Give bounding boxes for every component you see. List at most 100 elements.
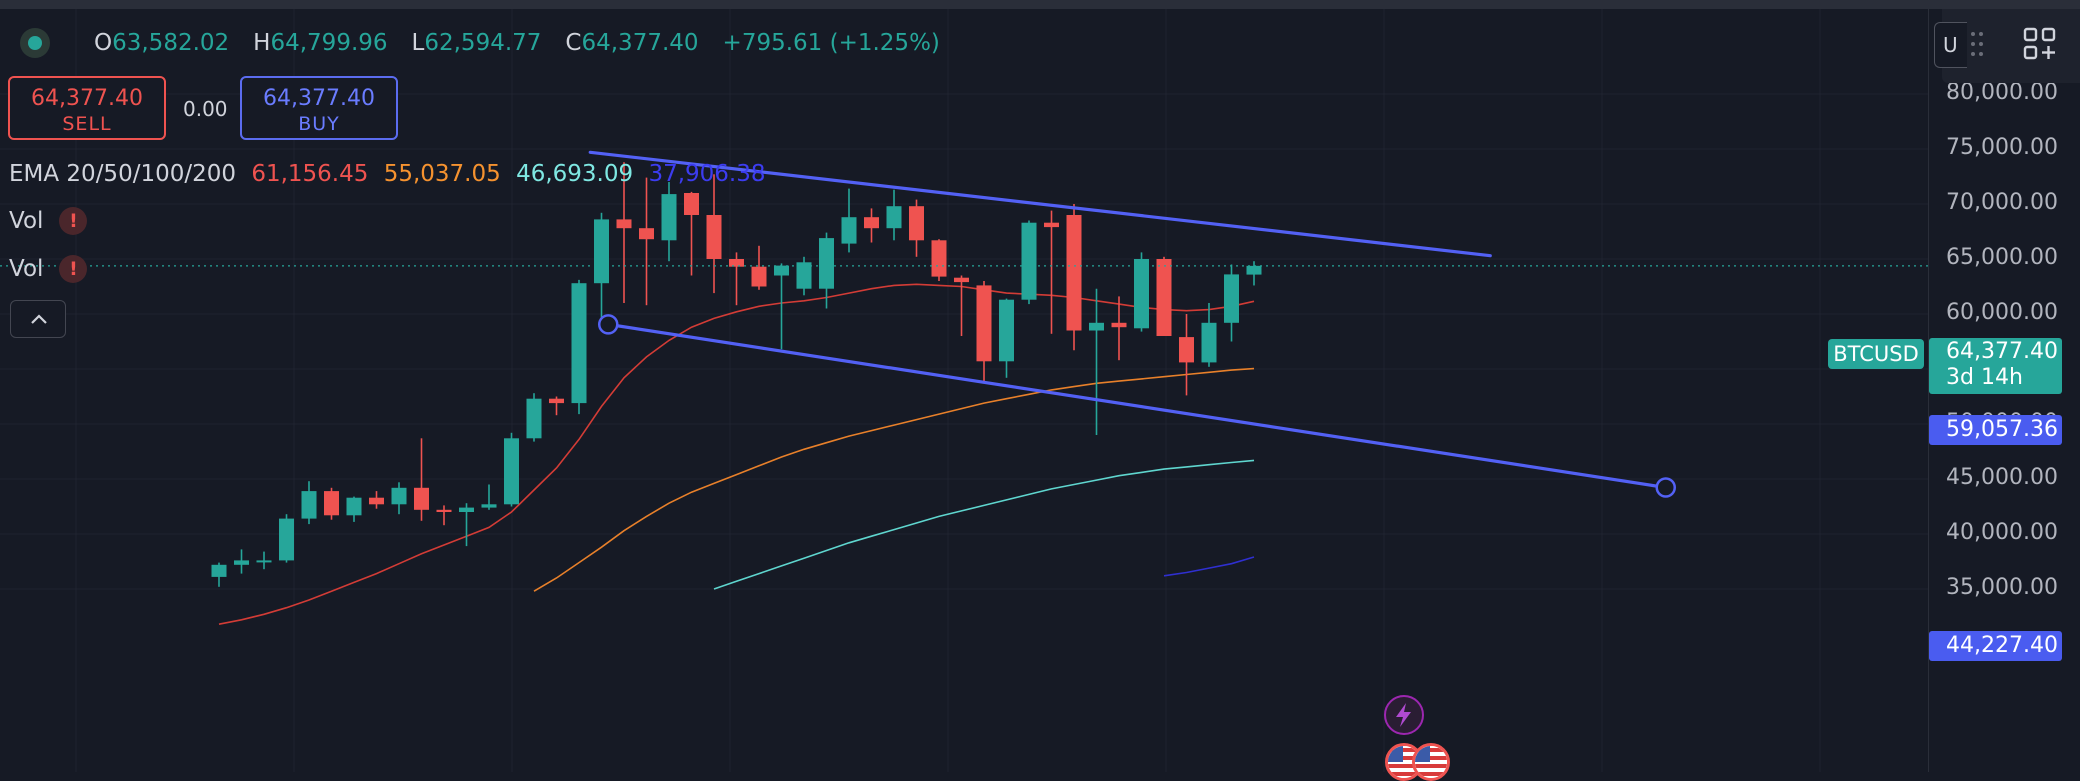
candle[interactable]: [1089, 288, 1104, 435]
candle[interactable]: [279, 514, 294, 563]
volume-indicator-2[interactable]: Vol !: [9, 255, 88, 283]
warning-icon[interactable]: !: [59, 207, 88, 235]
price-tick-label: 35,000.00: [1946, 575, 2058, 600]
trendline-upper-price-tag: 59,057.36: [1929, 415, 2062, 445]
unit-button[interactable]: U: [1934, 22, 1967, 68]
candle[interactable]: [1179, 314, 1194, 396]
candle[interactable]: [751, 245, 767, 290]
candle-body: [864, 217, 879, 229]
candle-body: [436, 509, 452, 512]
candle[interactable]: [459, 503, 474, 547]
candle-body: [999, 299, 1014, 362]
candle[interactable]: [1246, 261, 1262, 286]
candle[interactable]: [526, 393, 542, 442]
candle[interactable]: [819, 232, 834, 309]
candle[interactable]: [211, 562, 227, 587]
candle[interactable]: [481, 484, 497, 510]
candle[interactable]: [436, 505, 452, 526]
candle[interactable]: [1111, 296, 1127, 361]
candle-body: [346, 497, 362, 516]
candle[interactable]: [864, 208, 879, 243]
candle-body: [1246, 265, 1262, 275]
ema100-value: 46,693.09: [516, 161, 634, 187]
change-value: +795.61 (+1.25%): [722, 30, 940, 56]
trendline-handle[interactable]: [598, 314, 619, 335]
candle[interactable]: [639, 177, 654, 306]
candle[interactable]: [549, 396, 564, 416]
candle-body: [391, 487, 407, 505]
candle[interactable]: [571, 279, 587, 415]
candle[interactable]: [504, 432, 519, 507]
candle[interactable]: [616, 162, 632, 303]
candle-body: [1044, 222, 1059, 228]
ema50-value: 55,037.05: [383, 161, 501, 187]
low-value: 62,594.77: [424, 30, 542, 56]
candle-body: [1224, 274, 1239, 323]
sell-label: SELL: [62, 113, 112, 135]
candle[interactable]: [1201, 303, 1217, 367]
candle[interactable]: [729, 252, 744, 306]
candle[interactable]: [909, 199, 924, 257]
candle[interactable]: [661, 182, 677, 262]
candle[interactable]: [1134, 252, 1149, 332]
candle[interactable]: [594, 212, 609, 325]
ema200-line: [1163, 556, 1255, 577]
price-tick-label: 65,000.00: [1946, 245, 2058, 270]
candle-body: [504, 438, 519, 505]
candle[interactable]: [1066, 204, 1082, 351]
sell-button[interactable]: 64,377.40 SELL: [8, 76, 166, 140]
candle[interactable]: [976, 281, 992, 382]
drag-handle-icon[interactable]: [1969, 30, 1985, 58]
candle[interactable]: [684, 191, 699, 276]
current-price-tag: 64,377.40 3d 14h: [1929, 338, 2062, 394]
trendline-handle[interactable]: [1655, 477, 1676, 498]
candle[interactable]: [1044, 210, 1059, 334]
candle[interactable]: [414, 438, 429, 521]
collapse-legend-button[interactable]: [10, 300, 66, 338]
candle-body: [459, 507, 474, 512]
trendline-upper[interactable]: [588, 150, 1492, 258]
candle-body: [751, 266, 767, 287]
candle[interactable]: [1224, 264, 1239, 342]
candle[interactable]: [234, 549, 249, 574]
candle-body: [1156, 259, 1172, 336]
candle[interactable]: [886, 189, 902, 241]
buy-button[interactable]: 64,377.40 BUY: [240, 76, 398, 140]
buy-label: BUY: [298, 113, 340, 135]
candle[interactable]: [391, 482, 407, 515]
candle-body: [1089, 322, 1104, 331]
candle[interactable]: [1156, 256, 1172, 336]
candle[interactable]: [931, 239, 947, 281]
candle[interactable]: [1021, 220, 1037, 305]
us-flag-icon[interactable]: [1412, 743, 1450, 781]
candle[interactable]: [706, 174, 722, 294]
candle[interactable]: [369, 491, 384, 509]
warning-icon[interactable]: !: [59, 255, 88, 283]
status-dot-icon[interactable]: [20, 28, 50, 58]
ema-legend[interactable]: EMA 20/50/100/200 61,156.45 55,037.05 46…: [9, 161, 774, 187]
ema20-value: 61,156.45: [251, 161, 369, 187]
candle[interactable]: [301, 481, 317, 525]
candle[interactable]: [796, 256, 812, 296]
buy-price: 64,377.40: [263, 86, 375, 111]
chevron-up-icon: [31, 314, 47, 324]
candle[interactable]: [841, 188, 857, 253]
candle-body: [1111, 322, 1127, 328]
candle[interactable]: [346, 496, 362, 522]
candle[interactable]: [324, 487, 339, 520]
close-value: 64,377.40: [581, 30, 699, 56]
candle[interactable]: [954, 275, 969, 337]
candle-body: [909, 206, 924, 241]
candle-body: [706, 215, 722, 259]
countdown-value: 3d 14h: [1946, 365, 2023, 390]
price-tick-label: 80,000.00: [1946, 80, 2058, 105]
candle[interactable]: [256, 551, 272, 570]
lightning-icon[interactable]: [1384, 695, 1424, 735]
volume-indicator-1[interactable]: Vol !: [9, 207, 88, 235]
add-widget-icon[interactable]: [2022, 26, 2058, 62]
trendline-lower[interactable]: [606, 322, 1668, 490]
candle-body: [841, 217, 857, 244]
candle[interactable]: [999, 298, 1014, 378]
candle[interactable]: [774, 263, 789, 350]
price-chart[interactable]: [0, 0, 1928, 772]
